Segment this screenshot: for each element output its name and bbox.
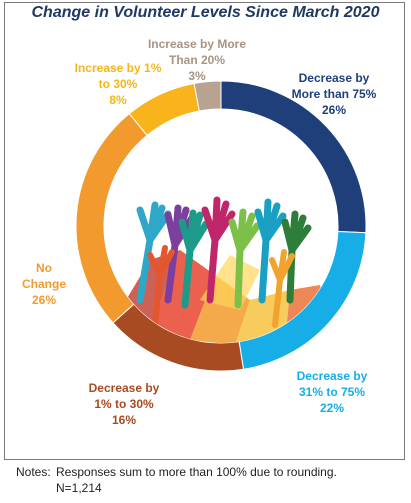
donut-chart: Decrease by More than 75% 26% Decrease by 31… [22, 37, 377, 427]
slice-label-4: Increase by 1% to 30% 8% [75, 61, 162, 107]
notes: Notes: Responses sum to more than 100% du… [16, 464, 406, 496]
slice-label-5: Increase by More Than 20% 3% [148, 37, 246, 83]
chart-frame [4, 2, 405, 460]
donut-slice-5 [193, 80, 222, 112]
slice-label-3: No Change 26% [22, 261, 66, 307]
slice-label-0: Decrease by More than 75% 26% [292, 71, 377, 117]
notes-label: Notes: [16, 465, 51, 479]
notes-line-1: Responses sum to more than 100% due to r… [56, 465, 337, 479]
notes-line-2: N=1,214 [56, 481, 102, 495]
slice-label-2: Decrease by 1% to 30% 16% [89, 381, 160, 427]
chart-title: Change in Volunteer Levels Since March 2… [31, 4, 380, 21]
raised-hands-illustration [104, 109, 338, 343]
slice-label-1: Decrease by 31% to 75% 22% [297, 369, 368, 415]
